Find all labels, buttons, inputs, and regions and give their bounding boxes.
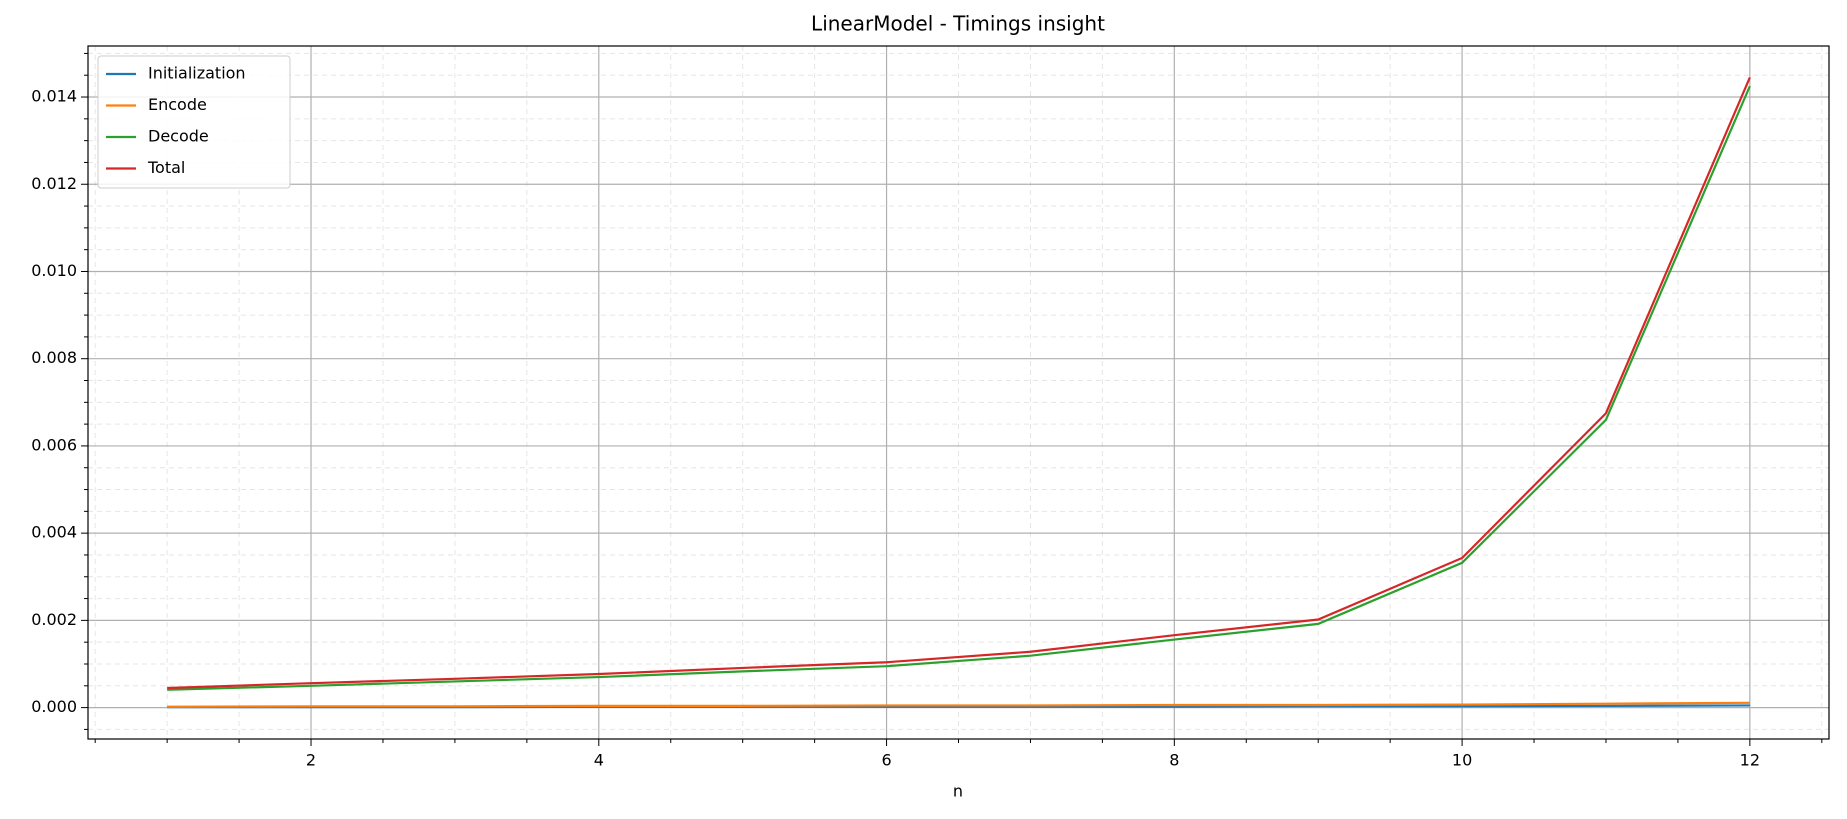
legend-label: Total [147, 158, 185, 177]
plot-frame [87, 45, 1830, 740]
y-tick-label: 0.008 [31, 348, 77, 367]
x-tick-label: 4 [594, 751, 604, 770]
legend-box [97, 55, 291, 189]
x-tick-label: 8 [1169, 751, 1179, 770]
y-tick-label: 0.010 [31, 261, 77, 280]
chart-title: LinearModel - Timings insight [811, 12, 1105, 36]
x-tick-label: 6 [881, 751, 891, 770]
series-line [167, 76, 1751, 690]
legend-label: Decode [148, 127, 209, 146]
x-tick-label: 12 [1740, 751, 1760, 770]
legend-label: Initialization [148, 64, 246, 83]
y-tick-label: 0.014 [31, 87, 77, 106]
x-axis-label: n [953, 782, 963, 801]
y-tick-label: 0.012 [31, 174, 77, 193]
y-tick-label: 0.000 [31, 697, 77, 716]
x-tick-label: 2 [306, 751, 316, 770]
legend: Initialization Encode Decode Total [97, 55, 291, 189]
legend-label: Encode [148, 95, 207, 114]
series-line [167, 701, 1750, 708]
series-line [167, 85, 1751, 691]
y-tick-label: 0.004 [31, 523, 77, 542]
y-tick-label: 0.006 [31, 435, 77, 454]
y-tick-label: 0.002 [31, 610, 77, 629]
x-tick-label: 10 [1452, 751, 1472, 770]
